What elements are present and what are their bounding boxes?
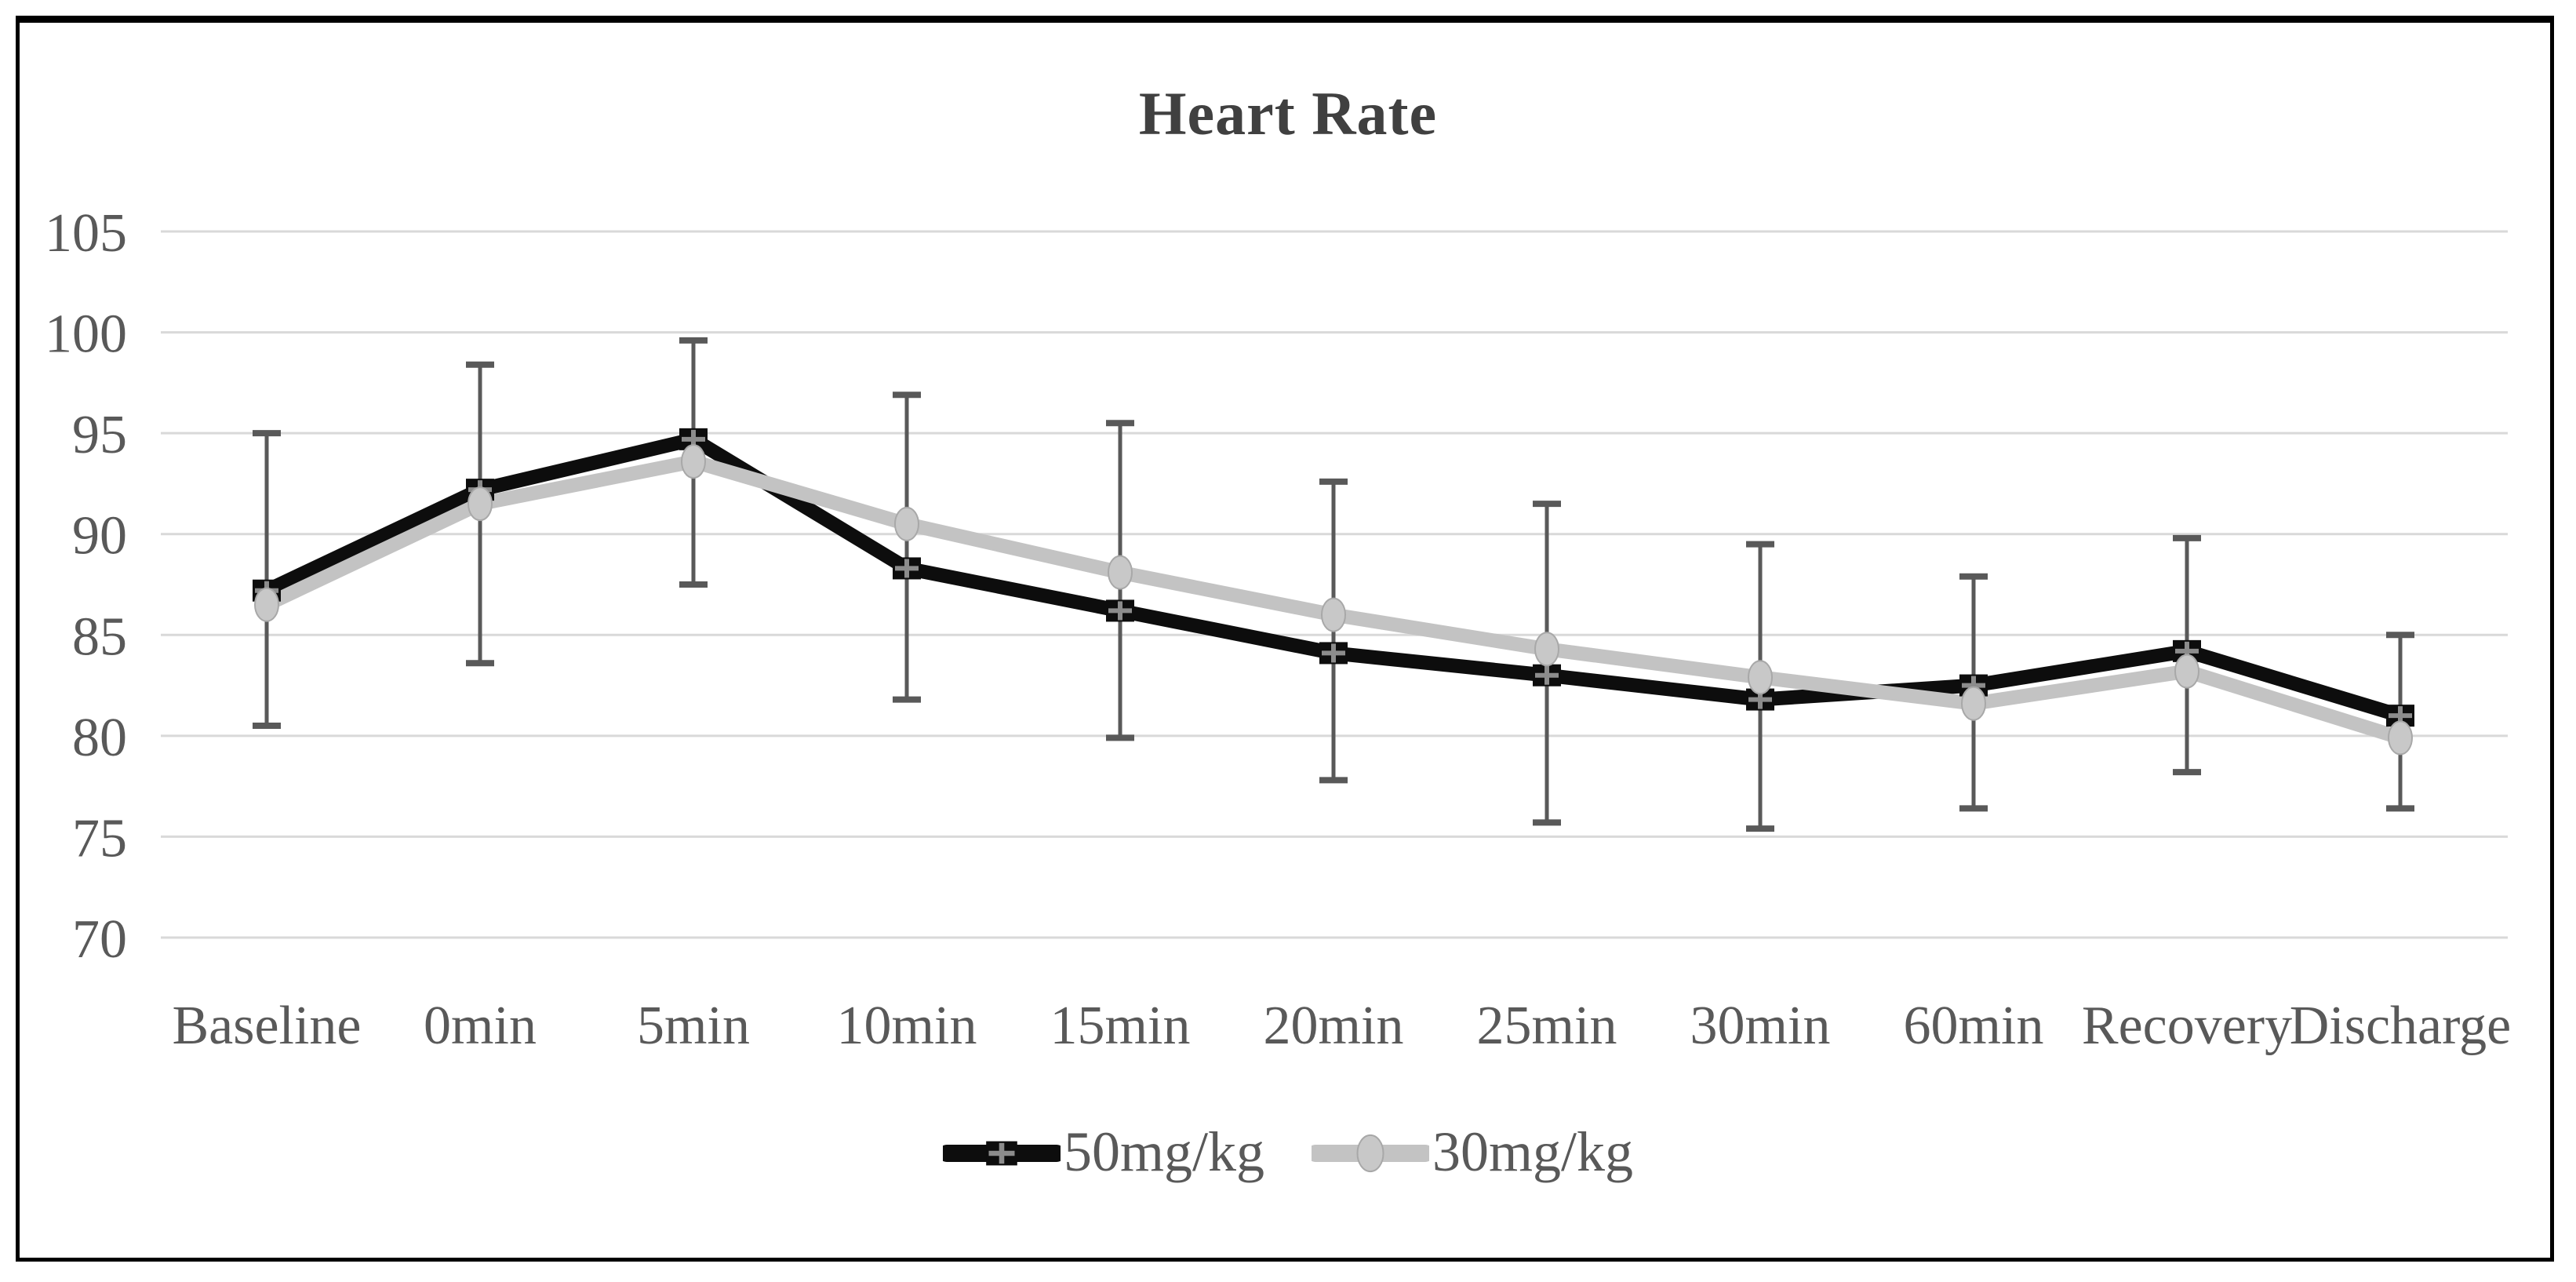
data-point-30mgkg-5min [681,444,706,479]
y-tick-label-95: 95 [72,405,127,465]
data-point-30mgkg-0min [468,486,493,522]
chart-title: Heart Rate [1138,79,1438,148]
marker-ellipse [1534,632,1559,667]
x-axis-label-10min: 10min [837,996,977,1056]
marker-ellipse [1321,597,1346,632]
marker-ellipse [2388,720,2413,756]
legend-item-30mgkg: 30mg/kg [1312,1105,1633,1199]
marker-ellipse [1108,555,1133,590]
y-tick-label-100: 100 [45,304,127,365]
data-point-30mgkg-10min [894,506,919,541]
legend-label-30mgkg: 30mg/kg [1432,1120,1634,1183]
x-axis-label-25min: 25min [1477,996,1617,1056]
x-axis-label-baseline: Baseline [172,996,361,1056]
data-point-50mgkg-20min [1319,642,1348,665]
data-point-30mgkg-20min [1321,597,1346,632]
y-tick-label-75: 75 [72,808,127,869]
error-bar-baseline [253,430,281,729]
y-tick-label-80: 80 [72,708,127,768]
data-point-50mgkg-10min [893,557,921,580]
legend-item-50mgkg: 50mg/kg [942,1105,1264,1199]
legend-marker-50mgkg-icon [942,1141,1061,1166]
data-point-50mgkg-5min [679,428,708,450]
marker-ellipse [2174,654,2199,689]
data-point-30mgkg-30min [1748,660,1773,695]
error-bar-10min [893,392,921,703]
legend-marker-30mgkg-icon [1312,1134,1429,1173]
marker-ellipse [468,486,493,522]
data-point-30mgkg-recovery [2174,654,2199,689]
y-tick-label-105: 105 [45,203,127,264]
x-axis-label-recovery: Recovery [2082,996,2292,1056]
data-point-50mgkg-25min [1533,664,1561,687]
legend-label-50mgkg: 50mg/kg [1063,1120,1264,1183]
marker-ellipse [1961,686,1986,721]
data-point-30mgkg-discharge [2388,720,2413,756]
marker-ellipse [1748,660,1773,695]
x-axis-label-20min: 20min [1264,996,1404,1056]
y-tick-label-85: 85 [72,606,127,667]
data-point-30mgkg-60min [1961,686,1986,721]
x-axis-label-0min: 0min [424,996,537,1056]
legend: 50mg/kg 30mg/kg [0,1105,2576,1199]
data-point-30mgkg-15min [1108,555,1133,590]
marker-ellipse [894,506,919,541]
data-point-50mgkg-15min [1106,599,1134,622]
data-point-30mgkg-25min [1534,632,1559,667]
x-axis-label-30min: 30min [1690,996,1831,1056]
x-axis-label-15min: 15min [1050,996,1191,1056]
marker-ellipse [681,444,706,479]
x-axis-label-60min: 60min [1904,996,2044,1056]
marker-ellipse [254,587,279,622]
data-point-30mgkg-baseline [254,587,279,622]
y-tick-label-90: 90 [72,506,127,566]
marker-ellipse [1356,1134,1384,1173]
y-tick-label-70: 70 [72,909,127,970]
x-axis-label-discharge: Discharge [2290,996,2512,1056]
x-axis-label-5min: 5min [637,996,750,1056]
